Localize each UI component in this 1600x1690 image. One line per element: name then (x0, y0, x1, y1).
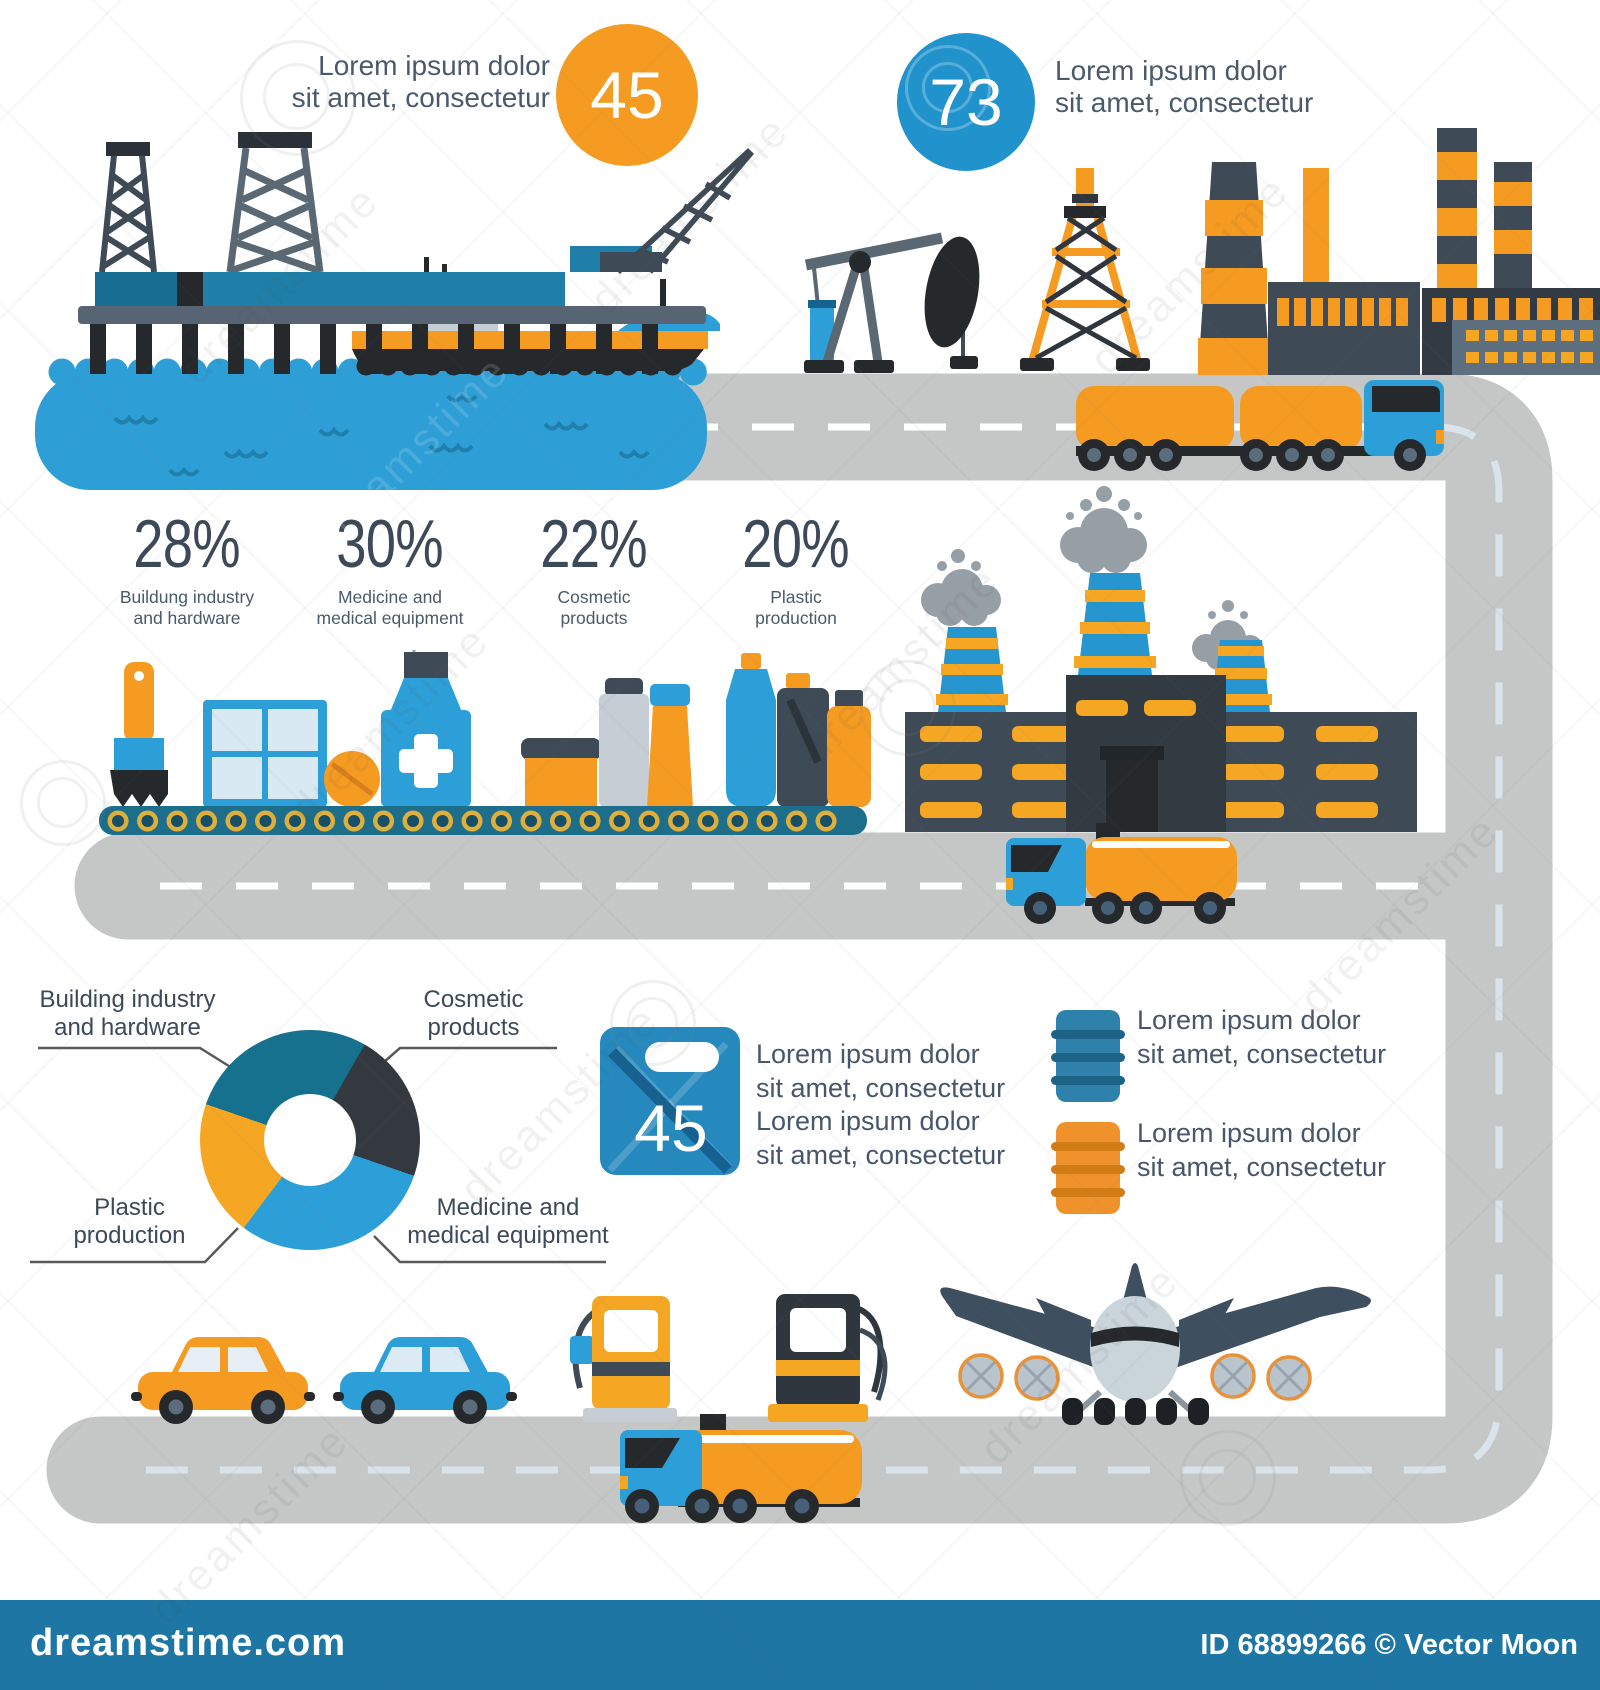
oil-platform-illustration (78, 132, 755, 374)
stat-cosmetic: 22% Cosmetic products (540, 506, 648, 628)
gas-pump-dark-icon (768, 1294, 888, 1422)
legend-blue-text: Lorem ipsum dolor sit amet, consectetur (1137, 1005, 1387, 1069)
car-blue-icon (333, 1337, 517, 1424)
tanker-truck-top-illustration (1076, 380, 1444, 471)
oil-derrick-illustration (1020, 168, 1150, 371)
tanker-truck-middle-illustration (1006, 823, 1237, 924)
truck-wheels (1024, 892, 1226, 924)
plastic-jug-icon (777, 673, 829, 807)
smoke-clouds (921, 486, 1263, 670)
oil-barrel-blue-icon (1051, 1010, 1125, 1102)
plastic-bottle-icon (726, 653, 776, 807)
conveyor-belt-illustration (99, 806, 867, 835)
stat-plastic: 20% Plastic production (742, 506, 850, 628)
donut-hole (264, 1094, 356, 1186)
airplane-illustration (940, 1263, 1371, 1425)
image-credit: ID 68899266 © Vector Moon (1200, 1629, 1578, 1661)
window-frame-icon (203, 700, 327, 807)
oil-barrel-orange-icon (1051, 1122, 1125, 1214)
derrick-lattice-icon (99, 154, 157, 273)
plastic-flask-icon (827, 690, 871, 807)
pump-jack-illustration (804, 232, 980, 373)
derrick-braces (1034, 215, 1138, 361)
cosmetic-jar-icon (521, 738, 601, 807)
road-path (46, 373, 1553, 1524)
header-right-text: Lorem ipsum dolor sit amet, consectetur (1055, 55, 1314, 118)
legend-orange-text: Lorem ipsum dolor sit amet, consectetur (1137, 1118, 1387, 1182)
stat-medicine: 30% Medicine and medical equipment (316, 506, 464, 628)
wave-icon (113, 392, 650, 477)
jet-engine-icon (958, 1353, 1312, 1401)
jerry-can-value: 45 (634, 1091, 708, 1165)
donut-label-medicine: Medicine and medical equipment (407, 1194, 609, 1249)
cosmetic-bottle-icon (599, 678, 649, 807)
stat-badge-45: 45 (556, 24, 698, 166)
donut-label-cosmetic: Cosmetic products (423, 986, 524, 1041)
watermark-bar: dreamstime.com ID 68899266 © Vector Moon (0, 1600, 1600, 1690)
car-orange-icon (131, 1337, 315, 1424)
chart-callout-lines (30, 1046, 606, 1264)
medicine-bottle-icon (381, 652, 471, 807)
stat-building: 28% Buildung industry and hardware (119, 506, 255, 628)
refinery-illustration (1198, 128, 1600, 375)
canister-text: Lorem ipsum dolor sit amet, consectetur … (756, 1039, 1006, 1170)
derrick-lattice-icon (226, 147, 324, 274)
tanker-truck-bottom-illustration (620, 1414, 862, 1523)
donut-chart (200, 1030, 420, 1250)
jerry-can-icon (600, 1027, 740, 1175)
cosmetic-tube-icon (647, 684, 693, 807)
donut-label-plastic: Plastic production (73, 1194, 186, 1249)
pill-icon (324, 751, 380, 807)
conveyor-products (110, 650, 871, 807)
header-left-text: Lorem ipsum dolor sit amet, consectetur (291, 50, 550, 113)
donut-label-building: Building industry and hardware (39, 986, 216, 1041)
truck-wheels (1078, 439, 1426, 471)
factory-illustration (905, 486, 1417, 832)
platform-legs (90, 324, 658, 374)
paint-brush-icon (110, 662, 168, 807)
stat-badge-73: 73 (897, 33, 1035, 171)
dreamstime-logo: dreamstime.com (30, 1622, 347, 1664)
truck-wheels (625, 1489, 819, 1523)
gas-pump-orange-icon (570, 1296, 677, 1422)
sea (35, 358, 708, 490)
